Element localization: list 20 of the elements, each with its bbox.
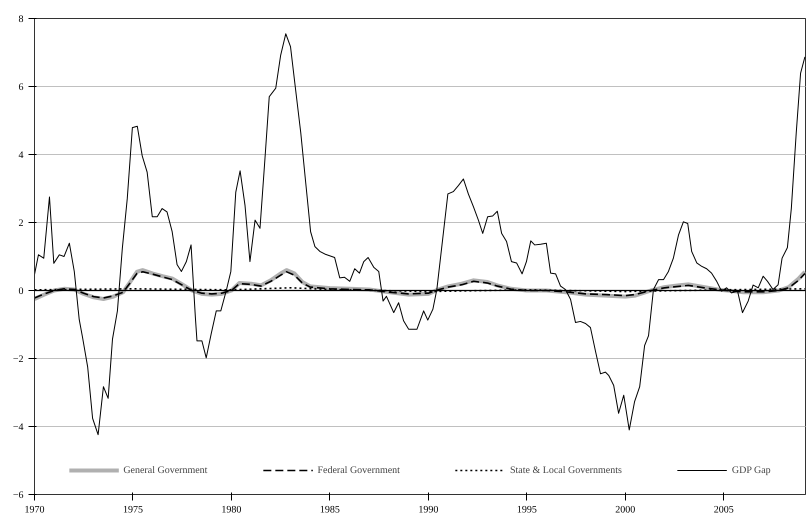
y-tick-label: 0 — [18, 286, 24, 297]
x-tick-label: 1985 — [320, 504, 340, 515]
y-tick-label: 6 — [18, 82, 24, 93]
y-tick-label: −6 — [12, 490, 24, 501]
legend-label: State & Local Governments — [510, 464, 622, 476]
y-tick-label: 2 — [18, 218, 24, 229]
x-tick-label: 1970 — [24, 504, 44, 515]
y-tick-label: −4 — [12, 422, 24, 433]
legend-label: GDP Gap — [732, 464, 771, 476]
x-tick-label: 1975 — [122, 504, 143, 515]
x-tick-label: 1995 — [516, 504, 537, 515]
x-tick-label: 2005 — [714, 504, 734, 515]
legend-label: Federal Government — [317, 464, 400, 476]
y-tick-label: −2 — [12, 354, 24, 365]
x-tick-label: 1990 — [418, 504, 438, 515]
x-tick-label: 1980 — [221, 504, 242, 515]
y-tick-label: 8 — [18, 14, 24, 25]
x-tick-label: 2000 — [615, 504, 636, 515]
y-tick-label: 4 — [18, 150, 24, 161]
legend-label: General Government — [123, 464, 208, 476]
